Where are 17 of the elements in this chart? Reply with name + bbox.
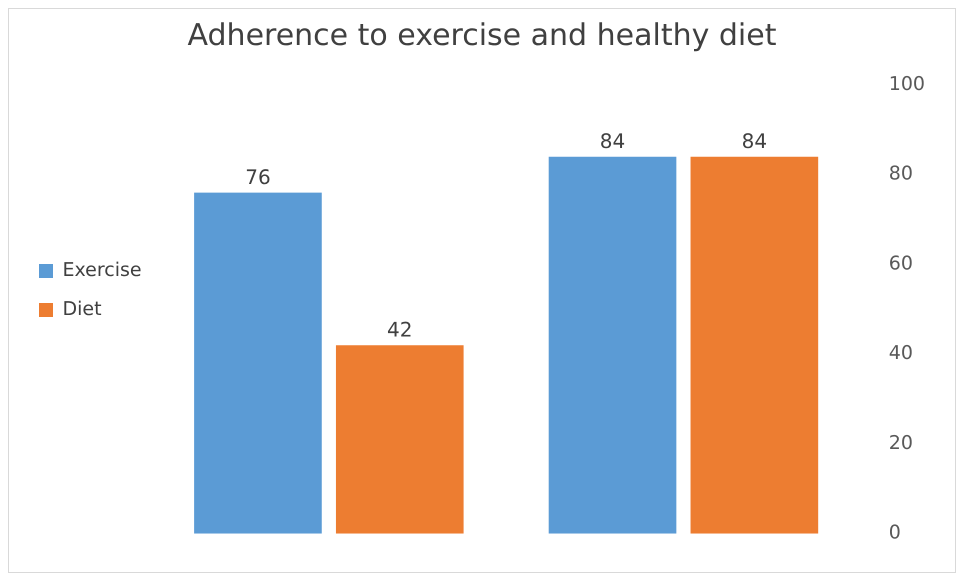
data-label: 84: [600, 128, 626, 153]
y-tick-label: 60: [888, 252, 913, 274]
data-label: 42: [387, 317, 412, 342]
y-tick-label: 20: [888, 432, 913, 454]
bar: [548, 156, 676, 534]
y-tick-label: 100: [888, 72, 925, 95]
chart-title: Adherence to exercise and healthy diet: [188, 18, 777, 53]
y-tick-label: 40: [888, 342, 913, 364]
legend-label: Exercise: [62, 258, 142, 281]
legend-label: Diet: [62, 298, 102, 320]
y-tick-label: 0: [888, 522, 901, 544]
bar: [690, 156, 818, 534]
bar: [336, 345, 464, 534]
y-tick-label: 80: [888, 162, 913, 185]
bar: [194, 192, 322, 534]
data-label: 76: [245, 164, 271, 189]
data-label: 84: [742, 128, 768, 153]
